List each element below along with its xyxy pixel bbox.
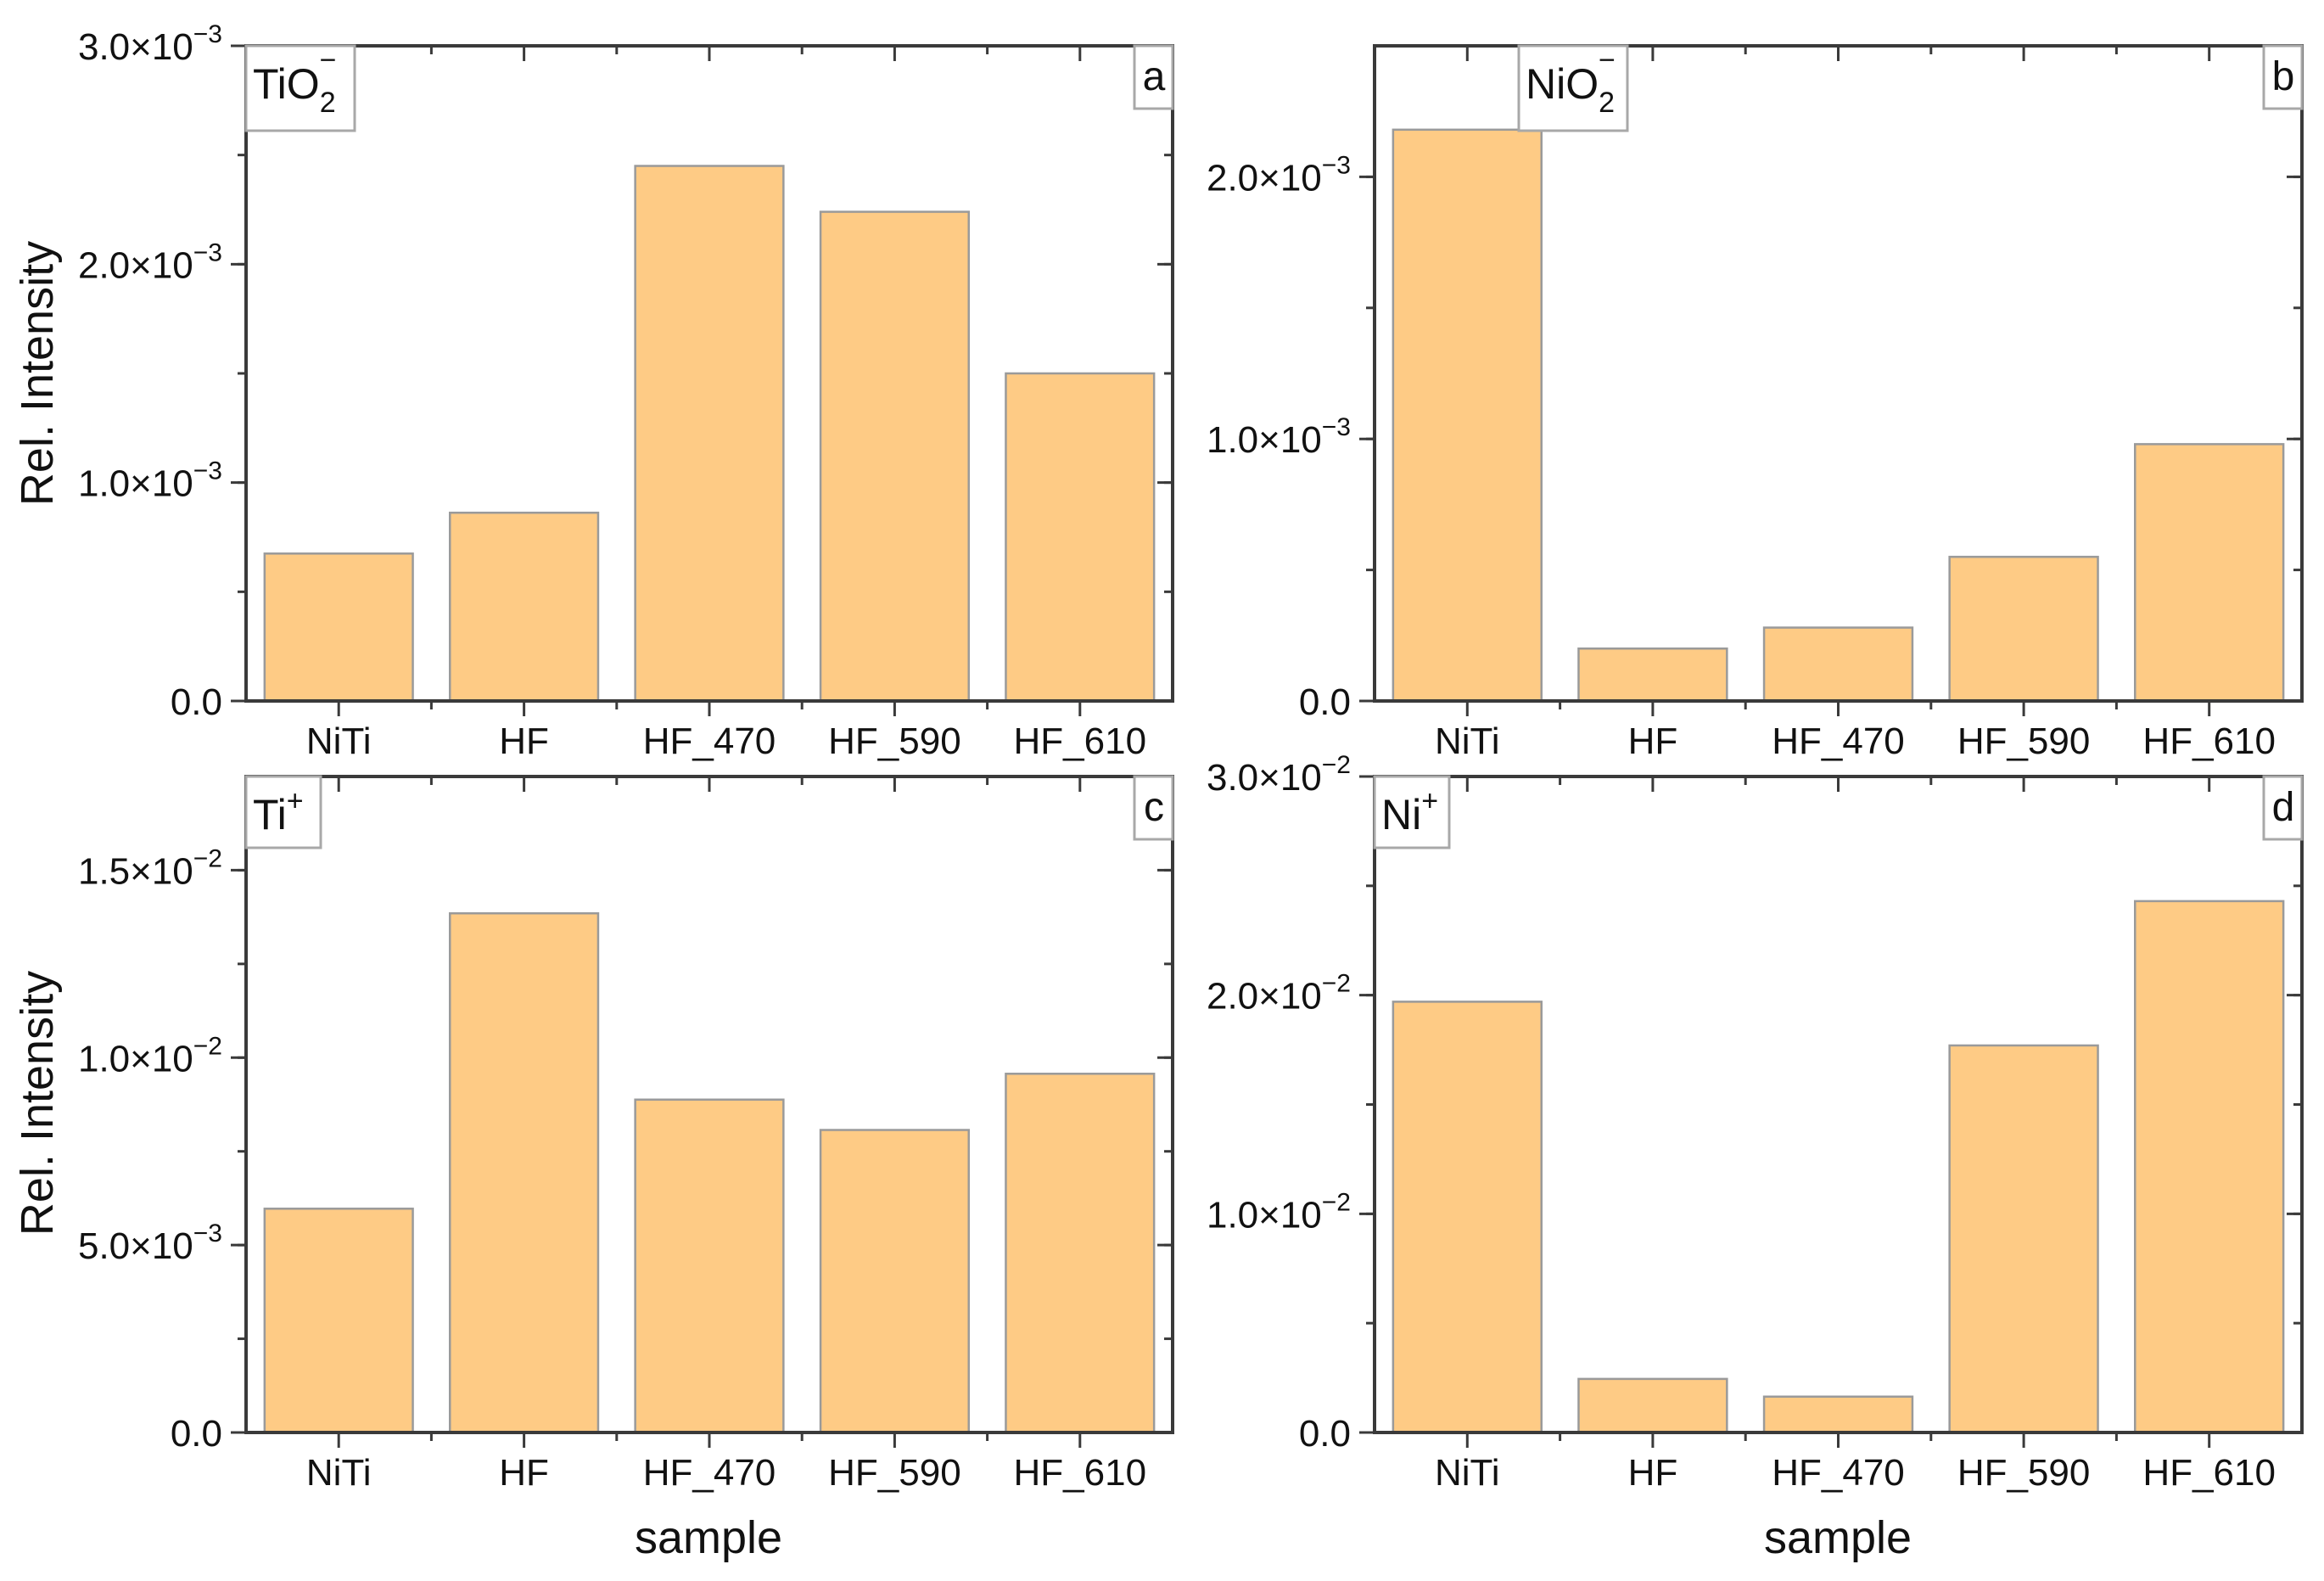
bar-hf_590 [1948,1044,2099,1434]
ion-label-box [244,775,322,849]
x-tick-label: NiTi [1435,720,1500,762]
panel-letter: a [1143,54,1166,99]
panel-letter: c [1144,785,1164,830]
bar-niti [1392,128,1543,703]
x-tick-label: HF_590 [828,720,961,762]
x-tick-label: HF_590 [1957,720,2091,762]
bar-hf_470 [634,1098,785,1434]
x-axis-title-right: sample [1764,1512,1912,1563]
bar-hf_610 [1005,372,1156,703]
x-tick-label: HF [1628,1452,1678,1494]
x-tick-label: HF_610 [1014,1452,1147,1494]
x-tick-label: NiTi [1435,1452,1500,1494]
x-tick-label: HF_590 [1957,1452,2091,1494]
x-tick-label: HF_470 [643,1452,776,1494]
panel-b-nio2: NiTi HF HF_470 HF_590 HF_610 0.0 1.0×10−3 2.0×1… [1207,44,2304,762]
bar-hf [448,511,600,703]
y-tick-label: 0.0 [1299,681,1351,723]
x-tick-label: HF_470 [1772,720,1905,762]
bar-hf_610 [1005,1073,1156,1434]
y-tick-label: 0.0 [171,681,222,723]
bar-hf_470 [1762,626,1914,703]
x-tick-label: HF_470 [1772,1452,1905,1494]
y-tick-label: 2.0×10−2 [1207,970,1351,1018]
x-tick-label: NiTi [306,720,372,762]
x-tick-label: HF_590 [828,1452,961,1494]
bar-hf_470 [634,165,785,703]
x-tick-label: HF_610 [1014,720,1147,762]
ion-label-box [244,44,356,132]
x-tick-label: HF_610 [2142,1452,2276,1494]
panel-letter-box [2262,44,2304,110]
x-tick-label: HF [1628,720,1678,762]
y-tick-label: 1.0×10−3 [1207,413,1351,461]
ion-label: TiO2− [253,44,336,119]
ion-label-box [1373,775,1451,849]
y-tick-label: 3.0×10−3 [78,20,222,68]
x-tick-label: NiTi [306,1452,372,1494]
bar-niti [263,1208,414,1434]
bar-hf_590 [819,210,971,703]
y-tick-label: 3.0×10−2 [1207,751,1351,799]
bar-hf_610 [2134,900,2285,1434]
bar-hf [448,911,600,1434]
panel-letter: d [2272,785,2295,830]
panel-letter: b [2272,54,2295,99]
x-tick-label: HF [499,720,549,762]
panel-a-tio2: NiTi HF HF_470 HF_590 HF_610 0.0 1.0×10−3 2.0×1… [78,20,1174,762]
ion-label-box [1517,44,1629,132]
x-axis-title-left: sample [635,1512,782,1563]
x-tick-label: HF_470 [643,720,776,762]
y-axis-title-bottom: Rel. Intensity [12,971,63,1236]
bar-niti [1392,1001,1543,1434]
y-tick-label: 2.0×10−3 [1207,151,1351,199]
y-tick-label: 5.0×10−3 [78,1219,222,1267]
y-tick-label: 0.0 [1299,1413,1351,1455]
bar-hf_470 [1762,1395,1914,1434]
y-tick-label: 2.0×10−3 [78,238,222,286]
y-axis-title-top: Rel. Intensity [12,241,63,506]
x-tick-label: HF_610 [2142,720,2276,762]
panel-letter-box [1133,775,1174,841]
bar-hf_590 [1948,555,2099,703]
ion-label: Ni+ [1381,785,1438,838]
panel-c-ti: NiTi HF HF_470 HF_590 HF_610 0.0 5.0×10−3 1.0×1… [78,775,1174,1494]
y-tick-label: 1.0×10−2 [1207,1188,1351,1236]
y-tick-label: 1.0×10−2 [78,1032,222,1079]
panel-letter-box [1133,44,1174,110]
ion-label: NiO2− [1526,44,1616,119]
y-tick-label: 1.0×10−3 [78,457,222,505]
panel-d-ni: NiTi HF HF_470 HF_590 HF_610 0.0 1.0×10−2 2.0×1… [1207,751,2304,1494]
bar-hf [1577,647,1728,703]
x-tick-label: HF [499,1452,549,1494]
y-tick-label: 1.5×10−2 [78,844,222,892]
bar-hf_590 [819,1129,971,1434]
y-tick-label: 0.0 [171,1413,222,1455]
ion-label: Ti+ [253,785,304,838]
bar-niti [263,552,414,703]
bar-hf_610 [2134,443,2285,703]
bar-hf [1577,1377,1728,1434]
panel-letter-box [2262,775,2304,841]
